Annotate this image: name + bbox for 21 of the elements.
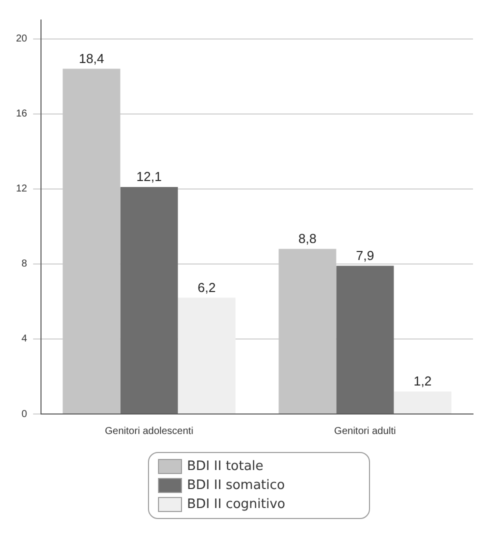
legend-label: BDI II cognitivo	[187, 497, 286, 512]
data-label: 12,1	[136, 169, 162, 184]
bar	[178, 298, 236, 414]
bar	[120, 186, 178, 414]
data-label: 8,8	[298, 230, 316, 246]
y-tick-label: 12	[16, 184, 28, 195]
y-tick-label: 8	[22, 258, 28, 270]
y-tick-label: 0	[22, 408, 28, 420]
bar	[336, 266, 394, 414]
bar	[394, 391, 452, 414]
y-tick-label: 20	[16, 34, 28, 45]
x-tick-label: Genitori adulti	[334, 426, 396, 437]
legend-label: BDI II somatico	[187, 478, 285, 493]
data-label: 6,2	[198, 280, 216, 295]
data-label: 1,2	[414, 374, 432, 389]
data-label: 7,9	[356, 248, 374, 263]
data-label: 18,4	[78, 50, 104, 66]
legend-label: BDI II totale	[187, 459, 264, 474]
y-tick-label: 4	[22, 334, 28, 345]
y-tick-label: 16	[16, 108, 28, 120]
x-tick-label: Genitori adolescenti	[104, 426, 194, 437]
